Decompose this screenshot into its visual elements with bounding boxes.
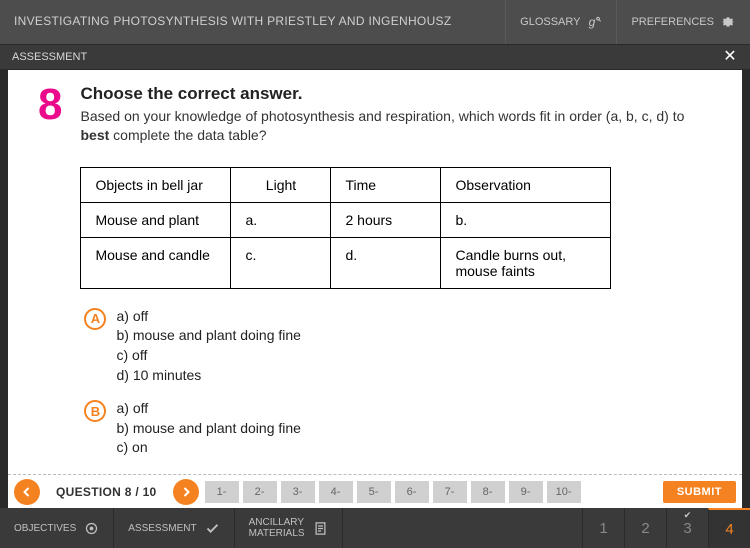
next-button[interactable] bbox=[173, 479, 199, 505]
page-list: 1- 2- 3- 4- 5- 6- 7- 8- 9- 10- bbox=[205, 481, 657, 503]
question-number: 8 bbox=[38, 84, 62, 472]
answer-choices: A a) off b) mouse and plant doing fine c… bbox=[80, 307, 712, 458]
document-icon bbox=[313, 521, 328, 536]
gear-icon bbox=[720, 14, 736, 30]
nav-assessment[interactable]: ASSESSMENT bbox=[114, 508, 234, 548]
content-wrapper: 8 Choose the correct answer. Based on yo… bbox=[0, 70, 750, 508]
preferences-label: PREFERENCES bbox=[631, 16, 714, 28]
chevron-right-icon bbox=[180, 486, 192, 498]
preferences-button[interactable]: PREFERENCES bbox=[616, 0, 750, 44]
page-item[interactable]: 1- bbox=[205, 481, 239, 503]
page-item[interactable]: 3- bbox=[281, 481, 315, 503]
nav-section-1[interactable]: 1 bbox=[582, 508, 624, 548]
page-item[interactable]: 8- bbox=[471, 481, 505, 503]
page-item[interactable]: 10- bbox=[547, 481, 581, 503]
checkmark-icon: ✔ bbox=[684, 510, 692, 521]
check-icon bbox=[205, 521, 220, 536]
question-scroll[interactable]: 8 Choose the correct answer. Based on yo… bbox=[8, 70, 742, 474]
table-header: Light bbox=[231, 167, 331, 202]
table-header: Time bbox=[331, 167, 441, 202]
question-title: Choose the correct answer. bbox=[80, 84, 712, 104]
question-body: Based on your knowledge of photosynthesi… bbox=[80, 107, 712, 145]
choice-lines: a) off b) mouse and plant doing fine c) … bbox=[116, 399, 300, 458]
pager-bar: QUESTION 8 / 10 1- 2- 3- 4- 5- 6- 7- 8- … bbox=[8, 474, 742, 508]
content-panel: 8 Choose the correct answer. Based on yo… bbox=[8, 70, 742, 508]
nav-section-2[interactable]: 2 bbox=[624, 508, 666, 548]
choice-lines: a) off b) mouse and plant doing fine c) … bbox=[116, 307, 300, 385]
page-item[interactable]: 2- bbox=[243, 481, 277, 503]
nav-objectives[interactable]: OBJECTIVES bbox=[0, 508, 114, 548]
prev-button[interactable] bbox=[14, 479, 40, 505]
table-row: Mouse and plant a. 2 hours b. bbox=[81, 202, 611, 237]
svg-text:g: g bbox=[589, 15, 596, 29]
glossary-button[interactable]: GLOSSARY g bbox=[505, 0, 616, 44]
bottom-nav: OBJECTIVES ASSESSMENT ANCILLARY MATERIAL… bbox=[0, 508, 750, 548]
data-table: Objects in bell jar Light Time Observati… bbox=[80, 167, 611, 289]
close-icon[interactable]: ✕ bbox=[722, 49, 738, 65]
page-item[interactable]: 9- bbox=[509, 481, 543, 503]
answer-choice[interactable]: A a) off b) mouse and plant doing fine c… bbox=[84, 307, 712, 385]
page-item[interactable]: 4- bbox=[319, 481, 353, 503]
nav-section-4[interactable]: 4 bbox=[708, 508, 750, 548]
glossary-icon: g bbox=[586, 14, 602, 30]
choice-badge: A bbox=[84, 308, 106, 330]
page-item[interactable]: 5- bbox=[357, 481, 391, 503]
glossary-label: GLOSSARY bbox=[520, 16, 580, 28]
target-icon bbox=[84, 521, 99, 536]
chevron-left-icon bbox=[21, 486, 33, 498]
page-item[interactable]: 6- bbox=[395, 481, 429, 503]
submit-button[interactable]: SUBMIT bbox=[663, 481, 736, 503]
nav-spacer bbox=[343, 508, 582, 548]
page-item[interactable]: 7- bbox=[433, 481, 467, 503]
answer-choice[interactable]: B a) off b) mouse and plant doing fine c… bbox=[84, 399, 712, 458]
table-header: Observation bbox=[441, 167, 611, 202]
top-header: INVESTIGATING PHOTOSYNTHESIS WITH PRIEST… bbox=[0, 0, 750, 44]
nav-section-3[interactable]: ✔3 bbox=[666, 508, 708, 548]
nav-ancillary[interactable]: ANCILLARY MATERIALS bbox=[235, 508, 343, 548]
choice-badge: B bbox=[84, 400, 106, 422]
question-indicator: QUESTION 8 / 10 bbox=[46, 485, 167, 499]
table-row: Mouse and candle c. d. Candle burns out,… bbox=[81, 237, 611, 288]
table-header: Objects in bell jar bbox=[81, 167, 231, 202]
assessment-bar: ASSESSMENT ✕ bbox=[0, 44, 750, 70]
app-title: INVESTIGATING PHOTOSYNTHESIS WITH PRIEST… bbox=[0, 14, 505, 30]
assessment-bar-label: ASSESSMENT bbox=[12, 51, 87, 63]
